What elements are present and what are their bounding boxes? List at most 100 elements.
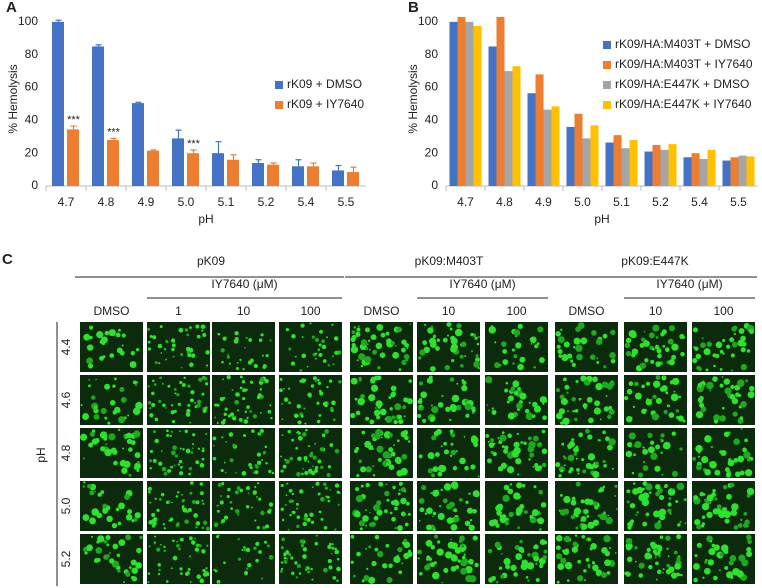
cell bbox=[584, 509, 589, 514]
cell bbox=[260, 333, 264, 337]
cell bbox=[169, 434, 172, 437]
cell bbox=[736, 570, 744, 578]
cell bbox=[360, 466, 367, 473]
cell bbox=[324, 429, 330, 434]
micrograph bbox=[624, 375, 687, 425]
cell bbox=[595, 338, 603, 346]
cell bbox=[699, 491, 705, 497]
cell bbox=[459, 354, 464, 359]
cell bbox=[258, 550, 262, 554]
cell bbox=[163, 545, 166, 549]
cell bbox=[668, 359, 675, 366]
cell bbox=[634, 560, 637, 563]
cell bbox=[443, 441, 447, 446]
cell bbox=[470, 350, 473, 353]
cell bbox=[404, 522, 409, 527]
cell bbox=[377, 405, 382, 409]
cell bbox=[581, 534, 586, 539]
cell bbox=[646, 547, 651, 552]
cell bbox=[500, 574, 505, 579]
cell bbox=[644, 358, 649, 363]
cell bbox=[630, 416, 633, 419]
cell bbox=[288, 488, 293, 493]
cell bbox=[743, 522, 749, 528]
cell bbox=[97, 535, 105, 543]
cell bbox=[670, 393, 679, 402]
cell bbox=[556, 344, 561, 349]
cell bbox=[592, 564, 599, 572]
cell bbox=[665, 568, 672, 575]
cell bbox=[123, 435, 127, 439]
cell bbox=[260, 412, 262, 414]
micrograph bbox=[80, 375, 143, 425]
cell bbox=[729, 555, 737, 562]
cell bbox=[626, 500, 630, 504]
cell bbox=[256, 460, 262, 466]
cell bbox=[516, 432, 519, 436]
cell bbox=[555, 535, 563, 542]
cell bbox=[301, 472, 304, 476]
cell bbox=[602, 459, 606, 464]
cell bbox=[671, 431, 676, 436]
cell bbox=[118, 539, 126, 547]
x-tick-label: 5.1 bbox=[218, 195, 235, 209]
cell bbox=[713, 575, 718, 581]
cell bbox=[94, 405, 98, 410]
cell bbox=[258, 338, 263, 342]
cell bbox=[510, 386, 516, 391]
cell bbox=[487, 440, 490, 443]
cell bbox=[326, 495, 330, 499]
cell bbox=[199, 491, 204, 496]
cell bbox=[158, 497, 162, 501]
cell bbox=[186, 408, 191, 414]
cell bbox=[203, 410, 205, 413]
cell bbox=[633, 453, 637, 457]
cell bbox=[724, 566, 729, 570]
cell bbox=[130, 559, 137, 566]
micrograph bbox=[212, 428, 275, 478]
cell bbox=[523, 441, 527, 445]
cell bbox=[723, 510, 732, 519]
cell bbox=[557, 336, 565, 344]
cell bbox=[223, 561, 226, 565]
cell bbox=[133, 517, 138, 522]
cell bbox=[264, 445, 268, 449]
cell bbox=[217, 332, 221, 336]
cell bbox=[460, 363, 464, 368]
micrograph-bg bbox=[417, 375, 480, 425]
micrograph bbox=[485, 322, 548, 372]
micrograph bbox=[485, 375, 548, 425]
cell bbox=[567, 443, 573, 449]
cell bbox=[709, 389, 712, 392]
cell bbox=[602, 485, 606, 489]
cell bbox=[475, 354, 479, 358]
cell bbox=[517, 496, 521, 500]
cell bbox=[322, 401, 328, 407]
cell bbox=[396, 439, 400, 443]
cell bbox=[517, 473, 520, 476]
cell bbox=[175, 495, 179, 498]
error-bar bbox=[55, 19, 62, 22]
cell bbox=[205, 567, 208, 570]
cell bbox=[223, 412, 227, 416]
x-tick-label: 4.9 bbox=[535, 195, 552, 209]
cell bbox=[571, 362, 576, 368]
cell bbox=[252, 490, 258, 495]
cell bbox=[224, 471, 227, 474]
cell bbox=[507, 395, 514, 402]
cell bbox=[539, 563, 544, 569]
cell bbox=[285, 327, 290, 332]
cell bbox=[357, 325, 360, 328]
cell bbox=[737, 455, 745, 463]
cell bbox=[334, 528, 337, 531]
cell bbox=[712, 489, 716, 493]
cell bbox=[315, 481, 320, 486]
cell bbox=[572, 346, 576, 349]
cell bbox=[432, 466, 439, 473]
row-label: 4.8 bbox=[59, 444, 73, 461]
cell bbox=[740, 400, 747, 408]
micrograph bbox=[485, 428, 548, 478]
cell bbox=[585, 428, 590, 434]
cell bbox=[738, 328, 745, 335]
legend-label: rK09 + IY7640 bbox=[287, 97, 364, 111]
